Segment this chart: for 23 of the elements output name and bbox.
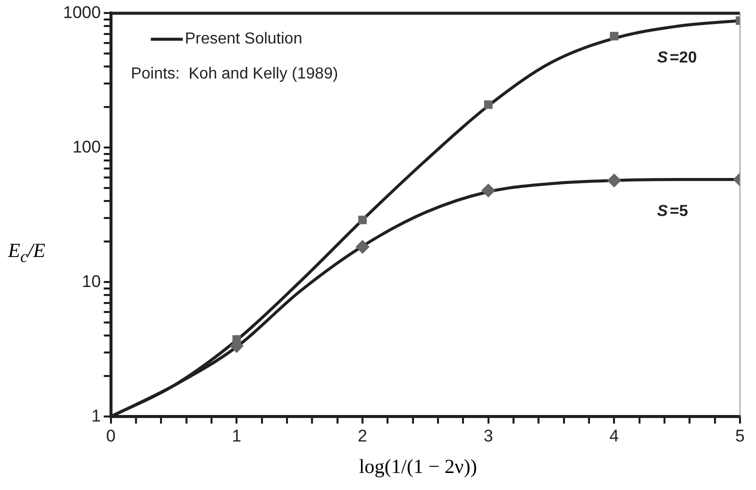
annotation: S=5 bbox=[657, 202, 688, 220]
y-axis-title: E$_{c}$/E bbox=[8, 240, 46, 267]
point bbox=[481, 184, 496, 198]
x-tick-label: 2 bbox=[358, 426, 368, 446]
x-tick-label: 1 bbox=[232, 426, 242, 446]
x-tick-label: 3 bbox=[484, 426, 494, 446]
y-tick-label: 1 bbox=[91, 406, 101, 426]
point bbox=[610, 32, 618, 40]
x-tick-label: 4 bbox=[609, 426, 619, 446]
y-tick-label: 10 bbox=[82, 272, 101, 291]
legend-label: Present Solution bbox=[184, 30, 302, 48]
annotation: Points: Koh and Kelly (1989) bbox=[130, 66, 338, 83]
point bbox=[232, 335, 241, 344]
y-tick-label: 1000 bbox=[62, 2, 101, 22]
point bbox=[358, 216, 367, 224]
x-tick-label: 0 bbox=[106, 426, 116, 446]
point bbox=[484, 100, 493, 109]
point bbox=[355, 240, 370, 254]
x-axis-title: log(1/(1 − 2ν)) bbox=[358, 456, 478, 479]
annotation: S=20 bbox=[657, 50, 697, 67]
point bbox=[607, 173, 622, 188]
x-tick-label: 5 bbox=[735, 426, 745, 446]
y-tick-label: 100 bbox=[72, 137, 101, 156]
